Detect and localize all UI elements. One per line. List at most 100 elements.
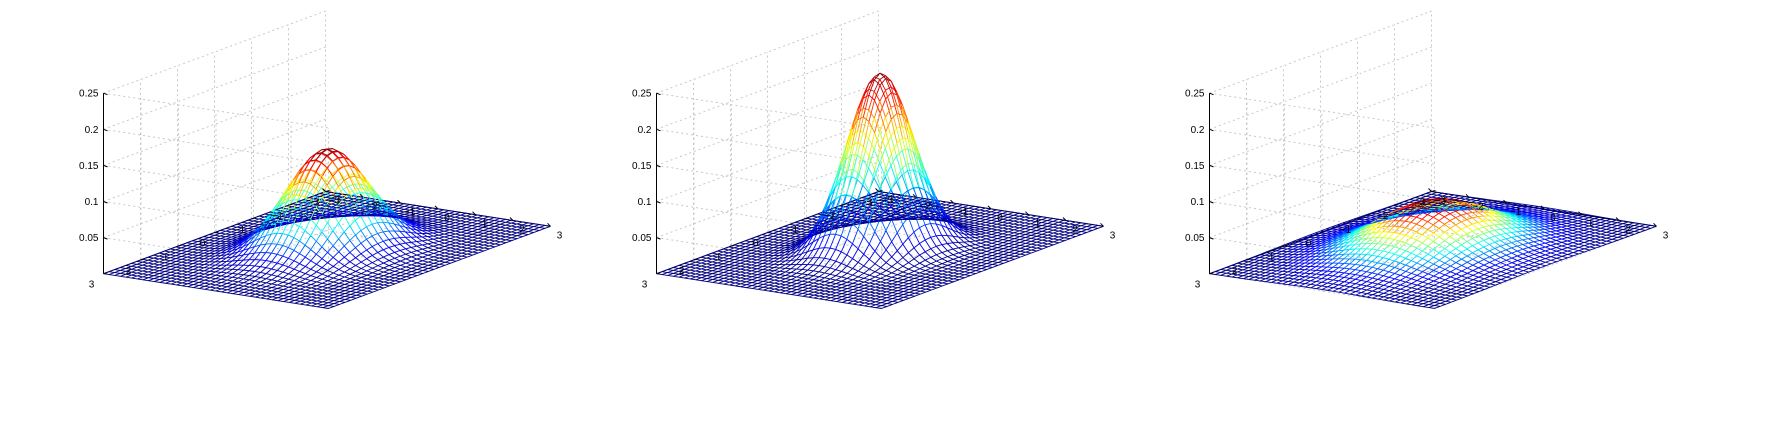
mesh-segment xyxy=(159,265,166,269)
mesh-segment xyxy=(322,293,329,297)
mesh-segment xyxy=(505,230,512,233)
mesh-segment xyxy=(283,289,289,291)
mesh-segment xyxy=(739,251,746,253)
mesh-segment xyxy=(310,260,317,265)
mesh-segment xyxy=(366,276,373,280)
mesh-segment xyxy=(215,264,222,269)
mesh-segment xyxy=(265,267,272,270)
mesh-segment xyxy=(153,270,160,274)
mesh-segment xyxy=(142,277,149,281)
mesh-segment xyxy=(398,213,405,217)
mesh-segment xyxy=(237,254,244,261)
mesh-segment xyxy=(282,234,289,246)
mesh-segment xyxy=(852,274,859,278)
mesh-segment xyxy=(237,237,243,240)
mesh-segment xyxy=(393,216,400,218)
mesh-segment xyxy=(711,250,718,254)
mesh-segment xyxy=(371,246,379,253)
mesh-segment xyxy=(422,266,429,269)
mesh-segment xyxy=(700,262,707,265)
mesh-segment xyxy=(505,240,512,244)
mesh-segment xyxy=(320,217,327,220)
mesh-segment xyxy=(371,223,379,234)
mesh-segment xyxy=(131,262,137,265)
mesh-segment xyxy=(734,251,741,255)
mesh-segment xyxy=(265,233,272,245)
mesh-segment xyxy=(148,275,155,279)
mesh-segment xyxy=(778,226,785,229)
mesh-segment xyxy=(511,238,518,242)
mesh-segment xyxy=(209,268,216,272)
mesh-segment xyxy=(717,265,724,268)
mesh-segment xyxy=(220,251,227,256)
mesh-segment xyxy=(869,258,876,265)
mesh-segment xyxy=(417,269,423,271)
mesh-segment xyxy=(818,271,825,274)
mesh-segment xyxy=(678,271,685,275)
mesh-segment xyxy=(248,265,256,272)
mesh-segment xyxy=(372,286,379,290)
mesh-segment xyxy=(398,202,405,205)
mesh-segment xyxy=(309,171,316,182)
mesh-segment xyxy=(717,257,724,261)
mesh-segment xyxy=(214,247,221,252)
mesh-segment xyxy=(421,240,429,245)
mesh-segment xyxy=(428,268,435,272)
mesh-segment xyxy=(203,261,210,265)
x-tick-label: 2 xyxy=(519,225,525,236)
mesh-segment xyxy=(355,275,362,279)
mesh-segment xyxy=(717,272,724,275)
mesh-segment xyxy=(433,247,440,251)
mesh-segment xyxy=(339,298,346,302)
mesh-segment xyxy=(409,210,416,214)
mesh-segment xyxy=(298,201,305,210)
mesh-segment xyxy=(700,257,707,261)
mesh-segment xyxy=(472,248,479,251)
mesh-segment xyxy=(494,220,501,224)
mesh-segment xyxy=(421,219,428,222)
tick-mark xyxy=(434,205,439,210)
mesh-segment xyxy=(750,244,757,246)
mesh-segment xyxy=(236,224,243,228)
mesh-segment xyxy=(204,283,211,287)
mesh-segment xyxy=(438,237,445,241)
mesh-segment xyxy=(271,233,278,244)
mesh-segment xyxy=(444,256,451,260)
mesh-segment xyxy=(444,238,451,241)
mesh-segment xyxy=(372,265,379,269)
mesh-segment xyxy=(305,275,312,280)
mesh-segment xyxy=(114,272,121,276)
mesh-segment xyxy=(311,305,318,308)
mesh-segment xyxy=(762,272,769,276)
mesh-segment xyxy=(807,279,814,283)
mesh-segment xyxy=(221,288,228,291)
mesh-segment xyxy=(354,209,361,214)
mesh-segment xyxy=(208,237,215,241)
mesh-segment xyxy=(411,256,418,260)
mesh-segment xyxy=(377,211,384,223)
mesh-segment xyxy=(259,252,267,261)
mesh-segment xyxy=(176,276,183,280)
mesh-segment xyxy=(422,264,429,268)
mesh-segment xyxy=(450,251,457,255)
mesh-segment xyxy=(388,265,395,268)
mesh-segment xyxy=(309,205,315,208)
mesh-segment xyxy=(460,229,467,233)
mesh-segment xyxy=(405,231,412,238)
mesh-segment xyxy=(328,306,335,309)
mesh-segment xyxy=(505,218,512,221)
mesh-segment xyxy=(248,252,255,260)
mesh-segment xyxy=(745,254,752,257)
mesh-segment xyxy=(427,245,434,249)
mesh-segment xyxy=(365,189,373,202)
mesh-segment xyxy=(197,241,204,245)
mesh-segment xyxy=(298,208,305,211)
mesh-segment xyxy=(422,270,429,272)
mesh-segment xyxy=(389,280,396,284)
mesh-segment xyxy=(277,297,284,300)
mesh-segment xyxy=(852,280,859,284)
mesh-segment xyxy=(366,282,373,286)
mesh-segment xyxy=(499,223,506,226)
mesh-segment xyxy=(712,270,719,273)
mesh-segment xyxy=(311,293,318,296)
